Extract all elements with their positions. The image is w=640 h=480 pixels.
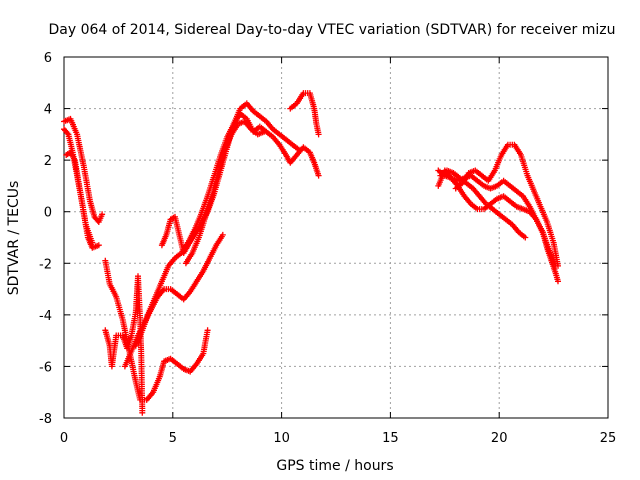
x-tick-label: 10 [273, 431, 290, 446]
series-markers [182, 118, 268, 267]
x-tick-label: 25 [600, 431, 617, 446]
grid-lines [64, 57, 608, 418]
series-track-10 [287, 90, 322, 138]
y-tick-label: 6 [44, 51, 52, 66]
data-series [61, 90, 561, 416]
series-markers [61, 115, 106, 225]
series-track-14 [452, 141, 561, 269]
series-markers [435, 167, 559, 269]
x-tick-label: 15 [382, 431, 399, 446]
series-track-9 [182, 118, 268, 267]
y-tick-label: -6 [39, 360, 52, 375]
y-tick-label: -4 [39, 309, 52, 324]
x-axis-label: GPS time / hours [276, 458, 393, 474]
y-tick-label: 0 [44, 206, 52, 221]
series-markers [102, 257, 211, 403]
series-track-8 [158, 100, 302, 256]
series-track-3 [61, 126, 96, 246]
series-markers [287, 90, 322, 138]
series-track-5 [102, 273, 146, 416]
series-track-4 [102, 257, 211, 403]
y-tick-label: 2 [44, 154, 52, 169]
series-markers [452, 141, 561, 269]
y-tick-label: -2 [39, 257, 52, 272]
x-tick-label: 5 [169, 431, 177, 446]
series-markers [158, 100, 302, 256]
series-track-13 [435, 167, 559, 269]
x-tick-label: 0 [60, 431, 68, 446]
chart-title: Day 064 of 2014, Sidereal Day-to-day VTE… [49, 22, 616, 38]
y-tick-labels: -8 -6 -4 -2 0 2 4 6 [39, 51, 52, 427]
series-markers [61, 126, 96, 246]
series-markers [102, 273, 146, 416]
y-tick-label: -8 [39, 412, 52, 427]
series-track-1 [61, 115, 106, 225]
axis-ticks [63, 56, 609, 419]
y-tick-label: 4 [44, 103, 52, 118]
plot-frame [63, 56, 609, 419]
series-track-12 [437, 167, 529, 241]
x-tick-labels: 0 5 10 15 20 25 [60, 431, 616, 446]
y-axis-label: SDTVAR / TECUs [6, 181, 22, 296]
x-tick-label: 20 [491, 431, 508, 446]
